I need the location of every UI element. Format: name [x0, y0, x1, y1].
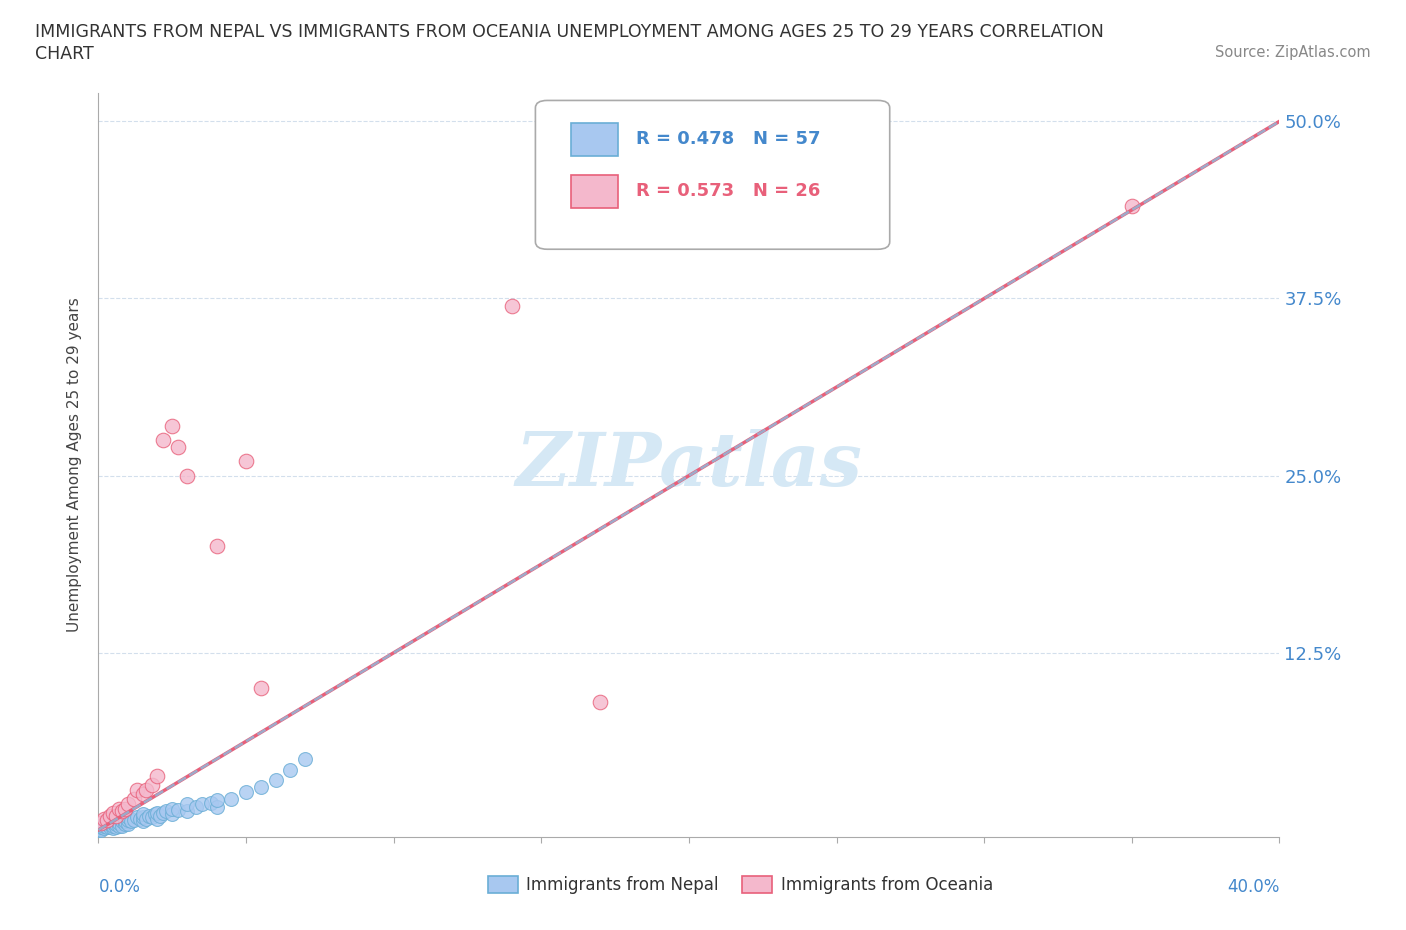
Point [146, 811, 169, 826]
Point [93, 818, 115, 833]
Point [205, 800, 228, 815]
Point [235, 784, 257, 799]
Point [135, 783, 157, 798]
Point [200, 795, 222, 810]
Text: Source: ZipAtlas.com: Source: ZipAtlas.com [1215, 45, 1371, 60]
FancyBboxPatch shape [488, 876, 517, 893]
Point [132, 810, 155, 825]
FancyBboxPatch shape [742, 876, 772, 893]
Point [176, 804, 198, 819]
Point [105, 817, 128, 831]
Point [146, 805, 169, 820]
Point [114, 814, 136, 829]
Point [1121, 199, 1143, 214]
Point [111, 818, 134, 833]
Point [125, 810, 148, 825]
Point [235, 454, 257, 469]
Point [205, 539, 228, 554]
Point [250, 681, 273, 696]
Point [184, 800, 207, 815]
Point [146, 768, 169, 783]
Point [122, 791, 145, 806]
Point [117, 813, 139, 828]
Point [125, 783, 148, 798]
Point [103, 816, 125, 830]
Point [149, 808, 172, 823]
Text: 0.0%: 0.0% [98, 878, 141, 896]
Point [105, 808, 128, 823]
Point [87, 818, 110, 833]
Point [141, 777, 163, 792]
Text: CHART: CHART [35, 45, 94, 62]
Point [501, 299, 523, 313]
Point [117, 817, 139, 831]
Point [103, 805, 125, 820]
Point [103, 818, 125, 833]
Text: IMMIGRANTS FROM NEPAL VS IMMIGRANTS FROM OCEANIA UNEMPLOYMENT AMONG AGES 25 TO 2: IMMIGRANTS FROM NEPAL VS IMMIGRANTS FROM… [35, 23, 1104, 41]
Point [589, 695, 612, 710]
Point [221, 791, 243, 806]
Point [90, 822, 112, 837]
Point [87, 821, 110, 836]
Point [176, 468, 198, 483]
FancyBboxPatch shape [571, 175, 619, 208]
Point [162, 807, 183, 822]
Point [191, 797, 214, 812]
Point [111, 804, 134, 819]
Point [96, 813, 118, 828]
Point [108, 818, 131, 833]
Text: R = 0.478   N = 57: R = 0.478 N = 57 [636, 130, 820, 148]
Point [114, 817, 136, 831]
Point [117, 810, 139, 825]
Point [90, 816, 112, 830]
Point [294, 751, 316, 766]
Point [96, 819, 118, 834]
Point [120, 814, 142, 829]
Point [132, 814, 155, 829]
Point [93, 821, 115, 836]
Point [98, 817, 121, 831]
Point [141, 810, 163, 825]
Point [152, 805, 174, 820]
FancyBboxPatch shape [536, 100, 890, 249]
Point [162, 802, 183, 817]
Point [138, 808, 160, 823]
Point [98, 808, 121, 823]
Point [132, 807, 155, 822]
Point [280, 763, 302, 777]
Point [167, 440, 190, 455]
Text: R = 0.573   N = 26: R = 0.573 N = 26 [636, 182, 820, 200]
Point [103, 821, 125, 836]
FancyBboxPatch shape [571, 123, 619, 156]
Point [108, 816, 131, 830]
Point [143, 807, 166, 822]
Point [114, 802, 136, 817]
Point [111, 814, 134, 829]
Point [205, 792, 228, 807]
Point [152, 432, 174, 447]
Text: ZIPatlas: ZIPatlas [516, 429, 862, 501]
Text: Immigrants from Nepal: Immigrants from Nepal [526, 876, 718, 894]
Point [117, 797, 139, 812]
Point [176, 797, 198, 812]
Text: 40.0%: 40.0% [1227, 878, 1279, 896]
Point [122, 813, 145, 828]
Point [108, 802, 131, 817]
Point [98, 819, 121, 834]
Point [128, 811, 150, 826]
Text: Immigrants from Oceania: Immigrants from Oceania [782, 876, 993, 894]
Point [105, 819, 128, 834]
Point [132, 787, 155, 802]
Point [90, 819, 112, 834]
Point [155, 804, 177, 819]
Point [87, 822, 110, 837]
Point [135, 811, 157, 826]
Point [162, 418, 183, 433]
Point [93, 811, 115, 826]
Point [96, 817, 118, 831]
Y-axis label: Unemployment Among Ages 25 to 29 years: Unemployment Among Ages 25 to 29 years [67, 298, 83, 632]
Point [167, 803, 190, 817]
Point [250, 780, 273, 795]
Point [264, 773, 287, 788]
